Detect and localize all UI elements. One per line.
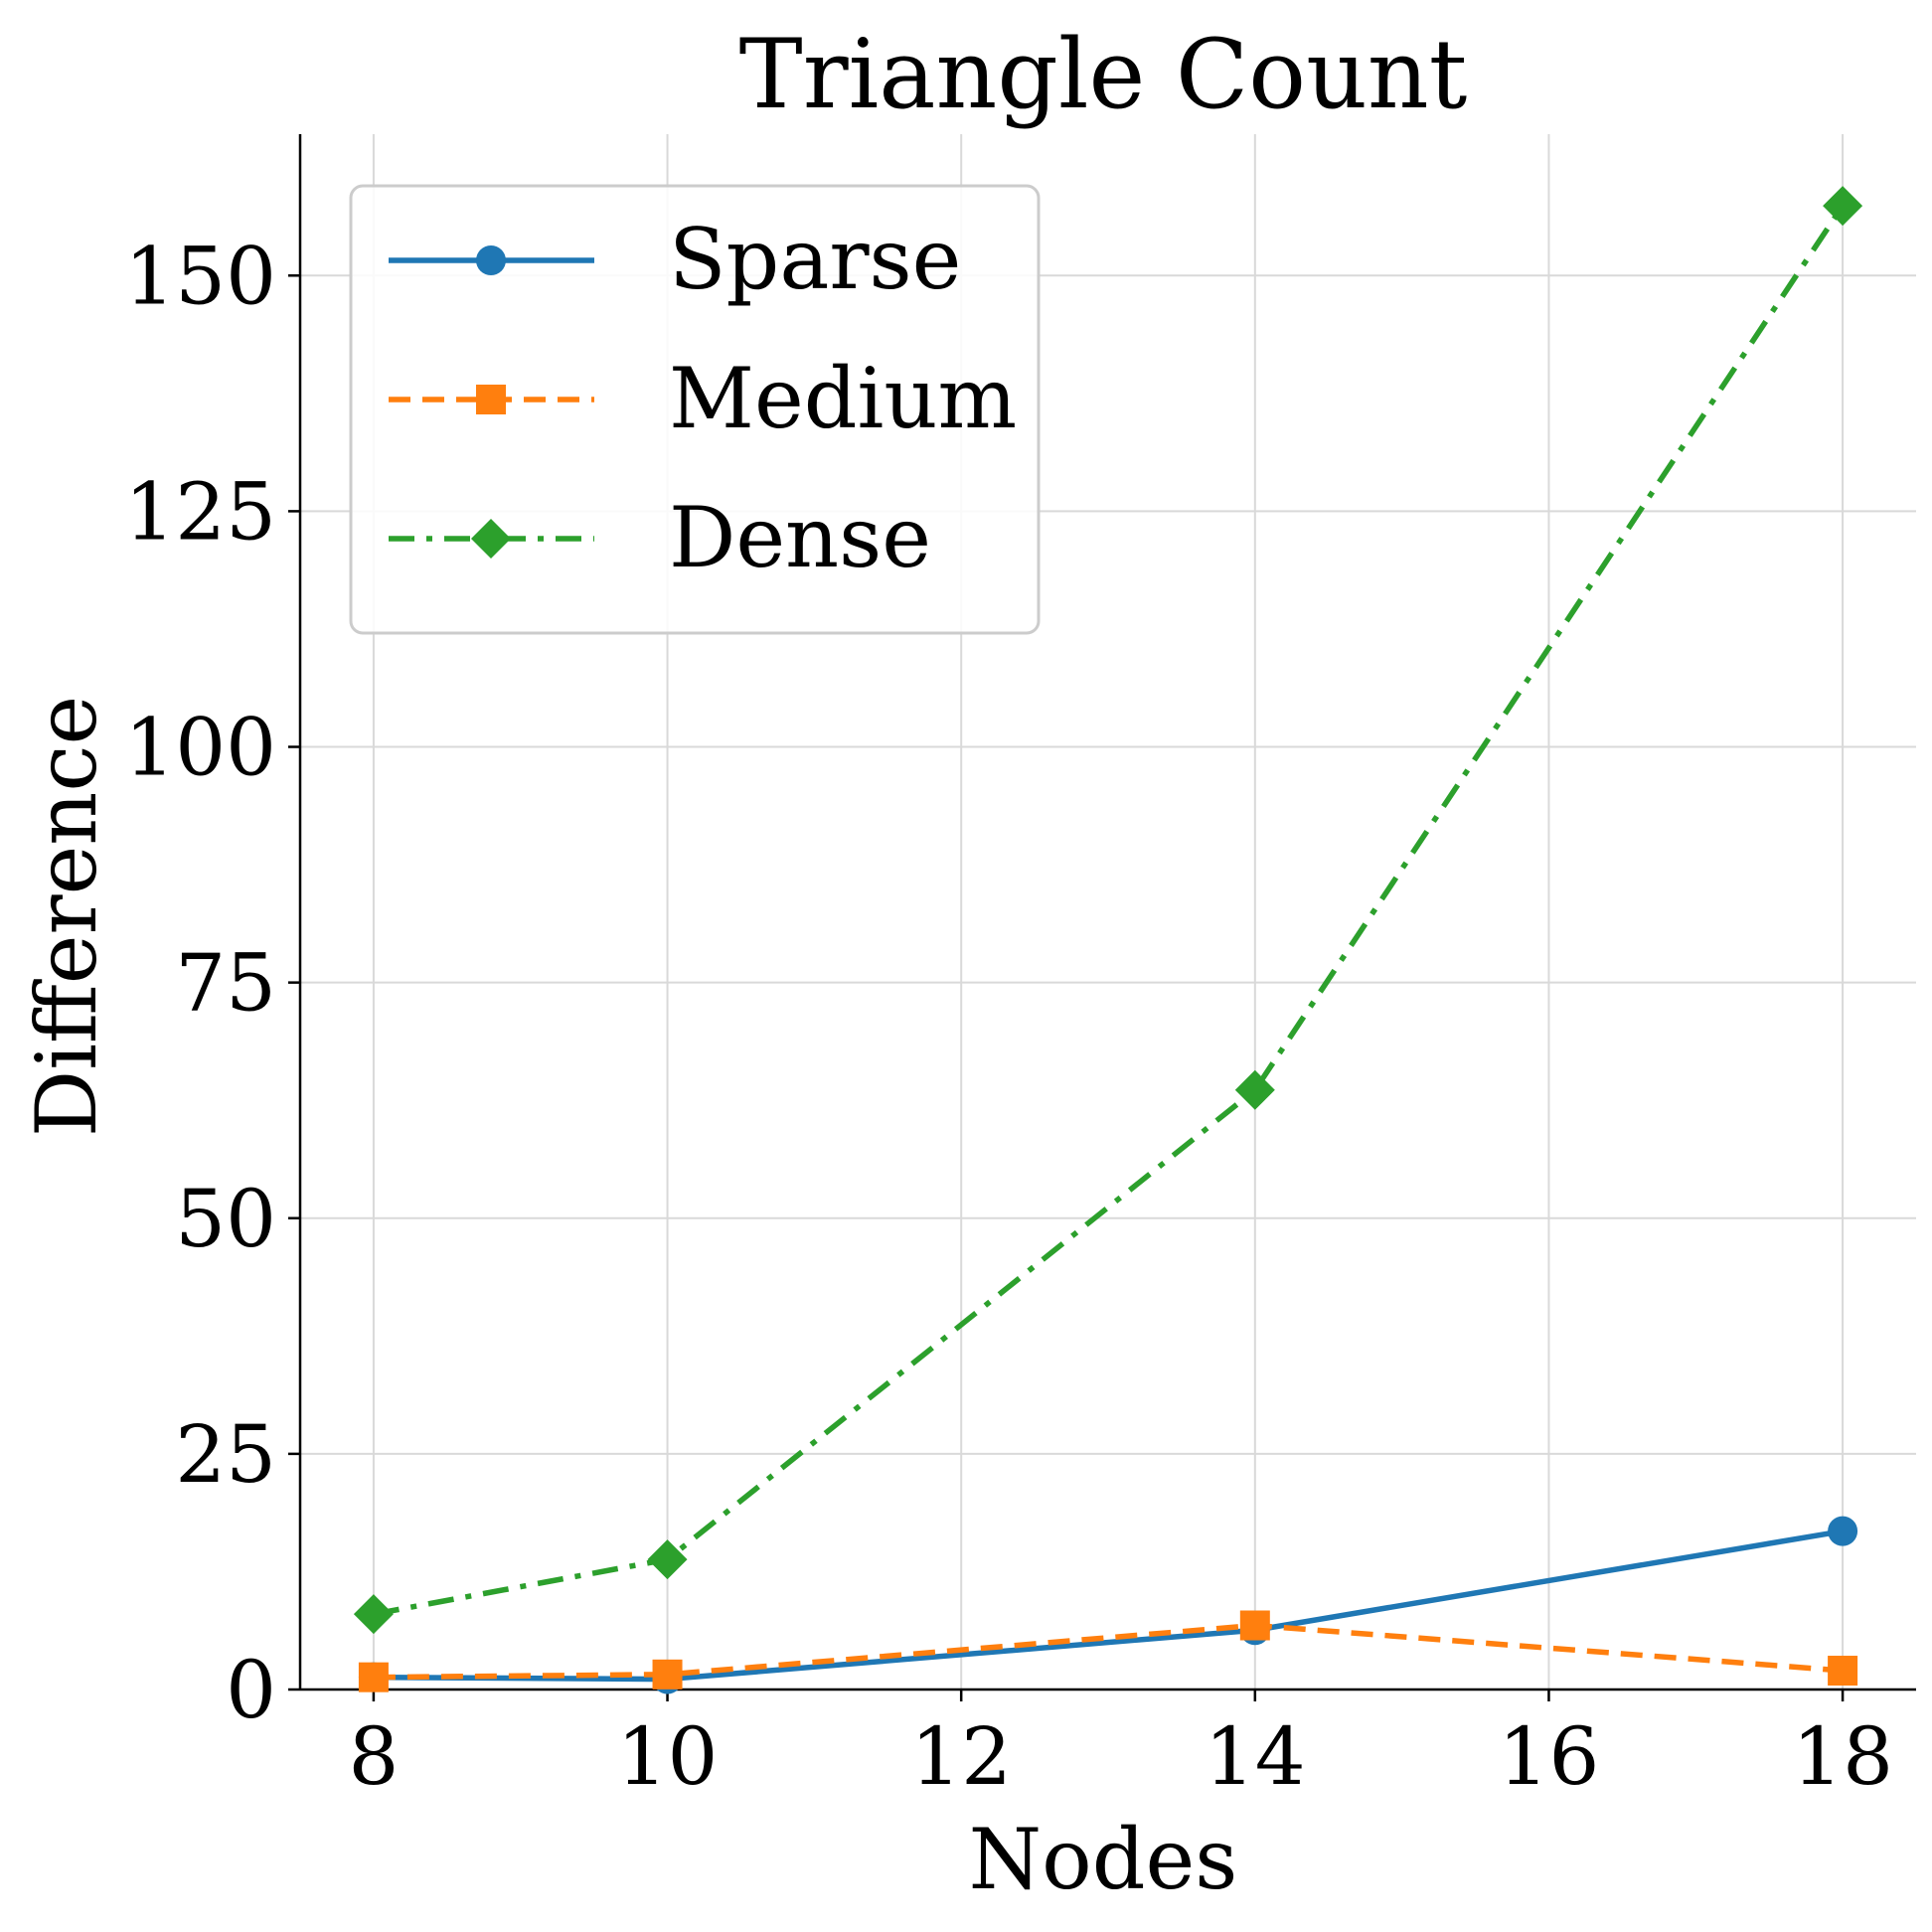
axes: 8 10 12 14 16 18 0 25 50 75 100 125 150 xyxy=(124,134,1916,1803)
data-point-sparse xyxy=(1828,1516,1858,1546)
x-tick-label: 18 xyxy=(1792,1710,1893,1803)
series-group xyxy=(353,186,1863,1694)
data-point-medium xyxy=(1828,1656,1858,1687)
y-tick-label: 50 xyxy=(175,1173,276,1265)
legend-marker-dense xyxy=(471,519,511,559)
legend-box xyxy=(349,184,1041,635)
data-point-medium xyxy=(652,1659,683,1690)
data-point-dense xyxy=(1234,1069,1275,1110)
y-tick-label: 100 xyxy=(124,702,276,794)
series-dense xyxy=(353,186,1863,1635)
x-tick-label: 14 xyxy=(1205,1710,1306,1803)
legend-marker-medium xyxy=(476,385,506,414)
y-tick-label: 125 xyxy=(124,465,276,558)
series-line-sparse xyxy=(373,1528,1844,1683)
data-point-dense xyxy=(647,1539,688,1580)
series-line-medium xyxy=(373,1622,1844,1681)
x-axis-label: Nodes xyxy=(969,1811,1238,1908)
y-axis-label: Difference xyxy=(18,696,115,1137)
legend-label-sparse: Sparse xyxy=(669,211,961,308)
y-tick-label: 150 xyxy=(124,230,276,322)
x-tick-label: 16 xyxy=(1499,1710,1600,1803)
x-tick-label: 8 xyxy=(348,1710,399,1803)
data-point-medium xyxy=(1239,1610,1270,1641)
chart-title: Triangle Count xyxy=(739,19,1468,130)
series-line-dense xyxy=(373,204,1846,1617)
legend-label-dense: Dense xyxy=(669,489,931,586)
legend: Sparse Medium Dense xyxy=(349,184,1041,635)
data-point-medium xyxy=(358,1662,389,1692)
data-point-dense xyxy=(1823,186,1863,227)
y-tick-label: 75 xyxy=(175,937,276,1030)
series-medium xyxy=(358,1610,1858,1692)
legend-marker-sparse xyxy=(476,245,506,275)
y-tick-label: 0 xyxy=(226,1644,276,1736)
x-tick-label: 10 xyxy=(617,1710,719,1803)
y-tick-label: 25 xyxy=(175,1408,276,1501)
data-point-dense xyxy=(353,1594,394,1635)
x-tick-label: 12 xyxy=(910,1710,1012,1803)
legend-label-medium: Medium xyxy=(669,350,1017,447)
series-sparse xyxy=(358,1516,1858,1694)
